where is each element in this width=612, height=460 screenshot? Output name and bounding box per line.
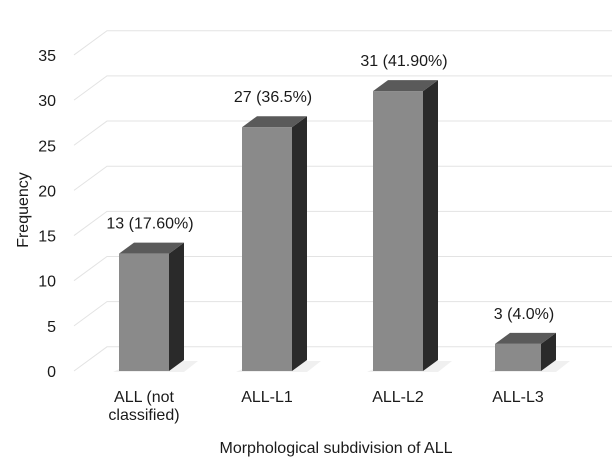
bars bbox=[113, 80, 570, 372]
gridline bbox=[73, 301, 612, 327]
y-axis-title: Frequency bbox=[15, 172, 32, 248]
gridline bbox=[73, 210, 612, 236]
data-label: 31 (41.90%) bbox=[360, 53, 447, 70]
y-tick-label: 5 bbox=[47, 319, 56, 336]
gridline bbox=[73, 75, 612, 101]
gridline bbox=[73, 30, 612, 56]
x-category-label: ALL-L1 bbox=[241, 389, 293, 406]
y-tick-label: 35 bbox=[38, 48, 56, 65]
gridlines bbox=[73, 30, 612, 372]
bar-top bbox=[119, 242, 184, 254]
bar-side bbox=[423, 80, 438, 371]
gridline bbox=[73, 165, 612, 191]
data-label: 27 (36.5%) bbox=[234, 89, 312, 106]
data-labels: 13 (17.60%) 27 (36.5%) 31 (41.90%) 3 (4.0%) bbox=[106, 53, 554, 323]
x-axis-categories: ALL (not classified) ALL-L1 ALL-L2 ALL-L3 bbox=[108, 389, 543, 424]
x-category-label: ALL-L2 bbox=[372, 389, 424, 406]
bar-front bbox=[242, 127, 292, 371]
bar-front bbox=[495, 343, 541, 371]
y-tick-label: 10 bbox=[38, 274, 56, 291]
y-tick-label: 25 bbox=[38, 138, 56, 155]
bar-front bbox=[373, 91, 423, 371]
bar bbox=[367, 80, 452, 372]
bar-top bbox=[373, 80, 438, 92]
bar bbox=[236, 116, 321, 372]
y-tick-label: 20 bbox=[38, 183, 56, 200]
y-tick-label: 15 bbox=[38, 229, 56, 246]
bar-top bbox=[242, 116, 307, 128]
bar-side bbox=[169, 242, 184, 371]
gridline bbox=[73, 120, 612, 146]
x-axis-title: Morphological subdivision of ALL bbox=[219, 440, 452, 457]
data-label: 3 (4.0%) bbox=[494, 306, 554, 323]
y-tick-label: 0 bbox=[47, 364, 56, 381]
bar-front bbox=[119, 253, 169, 371]
data-label: 13 (17.60%) bbox=[106, 216, 193, 233]
y-tick-label: 30 bbox=[38, 93, 56, 110]
gridline bbox=[73, 256, 612, 282]
bar-side bbox=[541, 332, 556, 371]
x-category-label: ALL-L3 bbox=[492, 389, 544, 406]
gridline bbox=[73, 346, 612, 372]
bar-top bbox=[495, 332, 556, 344]
bar bbox=[113, 242, 198, 372]
y-axis-ticks: 0 5 10 15 20 25 30 35 bbox=[38, 48, 56, 381]
bar-side bbox=[292, 116, 307, 371]
x-category-label: ALL (not classified) bbox=[108, 389, 179, 424]
bar bbox=[489, 332, 570, 372]
